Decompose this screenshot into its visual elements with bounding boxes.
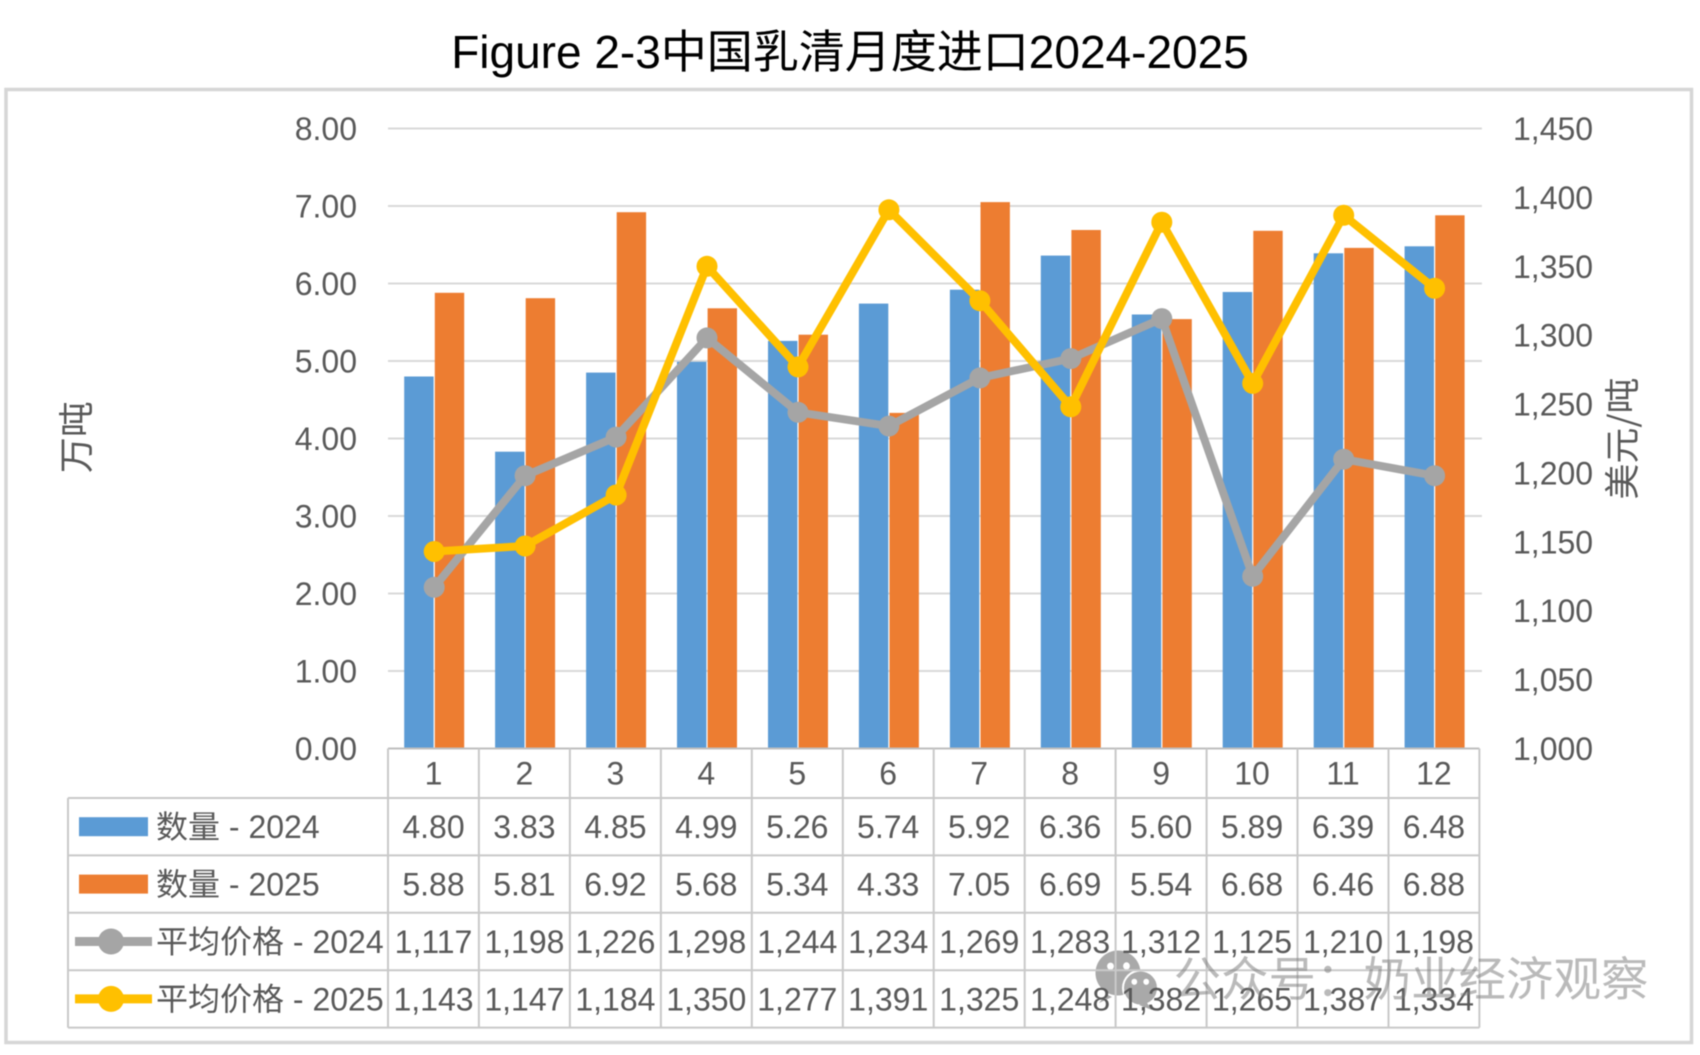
svg-text:5.54: 5.54 [1130, 867, 1192, 903]
svg-text:4: 4 [697, 756, 715, 792]
svg-text:- 2024: - 2024 [220, 809, 320, 845]
svg-text:1,226: 1,226 [575, 924, 655, 960]
svg-text:1,250: 1,250 [1513, 387, 1593, 423]
svg-text:1,198: 1,198 [484, 924, 564, 960]
svg-text:4.99: 4.99 [675, 809, 737, 845]
svg-text:1,325: 1,325 [939, 981, 1019, 1017]
svg-text:1,050: 1,050 [1513, 662, 1593, 698]
svg-text:5.34: 5.34 [766, 867, 828, 903]
svg-text:6.46: 6.46 [1312, 867, 1374, 903]
svg-text:7.00: 7.00 [295, 189, 357, 225]
svg-text:5.88: 5.88 [402, 867, 464, 903]
svg-text:1,143: 1,143 [393, 981, 473, 1017]
svg-text:1,450: 1,450 [1513, 111, 1593, 147]
svg-text:8.00: 8.00 [295, 111, 357, 147]
svg-text:1,298: 1,298 [666, 924, 746, 960]
svg-text:6.92: 6.92 [584, 867, 646, 903]
svg-text:6: 6 [879, 756, 897, 792]
svg-text:4.00: 4.00 [295, 421, 357, 457]
svg-text:1,248: 1,248 [1030, 981, 1110, 1017]
svg-text:3: 3 [607, 756, 625, 792]
svg-text:1,210: 1,210 [1303, 924, 1383, 960]
svg-text:1.00: 1.00 [295, 654, 357, 690]
svg-text:5.92: 5.92 [948, 809, 1010, 845]
svg-text:2: 2 [516, 756, 534, 792]
svg-text:1,244: 1,244 [757, 924, 837, 960]
svg-text:6.36: 6.36 [1039, 809, 1101, 845]
svg-text:- 2025: - 2025 [284, 981, 384, 1017]
svg-text:7.05: 7.05 [948, 867, 1010, 903]
svg-text:6.48: 6.48 [1403, 809, 1465, 845]
svg-text:- 2025: - 2025 [220, 867, 320, 903]
svg-text:5.89: 5.89 [1221, 809, 1283, 845]
svg-text:5: 5 [788, 756, 806, 792]
svg-text:1,283: 1,283 [1030, 924, 1110, 960]
svg-text:1,350: 1,350 [1513, 249, 1593, 285]
svg-text:Figure 2-3: Figure 2-3 [451, 26, 661, 78]
svg-text:1,269: 1,269 [939, 924, 1019, 960]
svg-text:3.00: 3.00 [295, 499, 357, 535]
svg-text:1,312: 1,312 [1121, 924, 1201, 960]
svg-text:1,150: 1,150 [1513, 524, 1593, 560]
svg-text:6.68: 6.68 [1221, 867, 1283, 903]
svg-text:1,200: 1,200 [1513, 455, 1593, 491]
svg-text:6.00: 6.00 [295, 266, 357, 302]
svg-text:1: 1 [425, 756, 443, 792]
svg-text:4.85: 4.85 [584, 809, 646, 845]
svg-text:1,334: 1,334 [1394, 981, 1474, 1017]
svg-text:1,100: 1,100 [1513, 593, 1593, 629]
svg-text:2.00: 2.00 [295, 576, 357, 612]
svg-text:1,391: 1,391 [848, 981, 928, 1017]
svg-text:9: 9 [1152, 756, 1170, 792]
svg-text:12: 12 [1416, 756, 1452, 792]
svg-text:1,300: 1,300 [1513, 318, 1593, 354]
svg-text:1,000: 1,000 [1513, 731, 1593, 767]
svg-text:6.69: 6.69 [1039, 867, 1101, 903]
svg-text:7: 7 [970, 756, 988, 792]
svg-text:- 2024: - 2024 [284, 924, 384, 960]
svg-text:6.88: 6.88 [1403, 867, 1465, 903]
svg-text:1,117: 1,117 [395, 924, 473, 960]
svg-text:1,147: 1,147 [484, 981, 564, 1017]
svg-text:6.39: 6.39 [1312, 809, 1374, 845]
svg-text:1,184: 1,184 [575, 981, 655, 1017]
svg-text:1,400: 1,400 [1513, 180, 1593, 216]
svg-text:1,234: 1,234 [848, 924, 928, 960]
svg-text:1,125: 1,125 [1212, 924, 1292, 960]
svg-text:5.81: 5.81 [493, 867, 555, 903]
svg-text:1,198: 1,198 [1394, 924, 1474, 960]
svg-text:5.00: 5.00 [295, 344, 357, 380]
svg-text:11: 11 [1326, 756, 1359, 792]
svg-text:1,350: 1,350 [666, 981, 746, 1017]
svg-text:3.83: 3.83 [493, 809, 555, 845]
svg-text:5.60: 5.60 [1130, 809, 1192, 845]
svg-text:4.33: 4.33 [857, 867, 919, 903]
svg-text:5.74: 5.74 [857, 809, 919, 845]
svg-text:4.80: 4.80 [402, 809, 464, 845]
svg-text:8: 8 [1061, 756, 1079, 792]
svg-text:1,387: 1,387 [1303, 981, 1383, 1017]
svg-text:5.68: 5.68 [675, 867, 737, 903]
svg-text:1,277: 1,277 [757, 981, 837, 1017]
svg-text:2024-2025: 2024-2025 [1029, 26, 1249, 78]
svg-text:10: 10 [1234, 756, 1270, 792]
svg-text:5.26: 5.26 [766, 809, 828, 845]
svg-text:1,265: 1,265 [1212, 981, 1292, 1017]
svg-text:0.00: 0.00 [295, 731, 357, 767]
